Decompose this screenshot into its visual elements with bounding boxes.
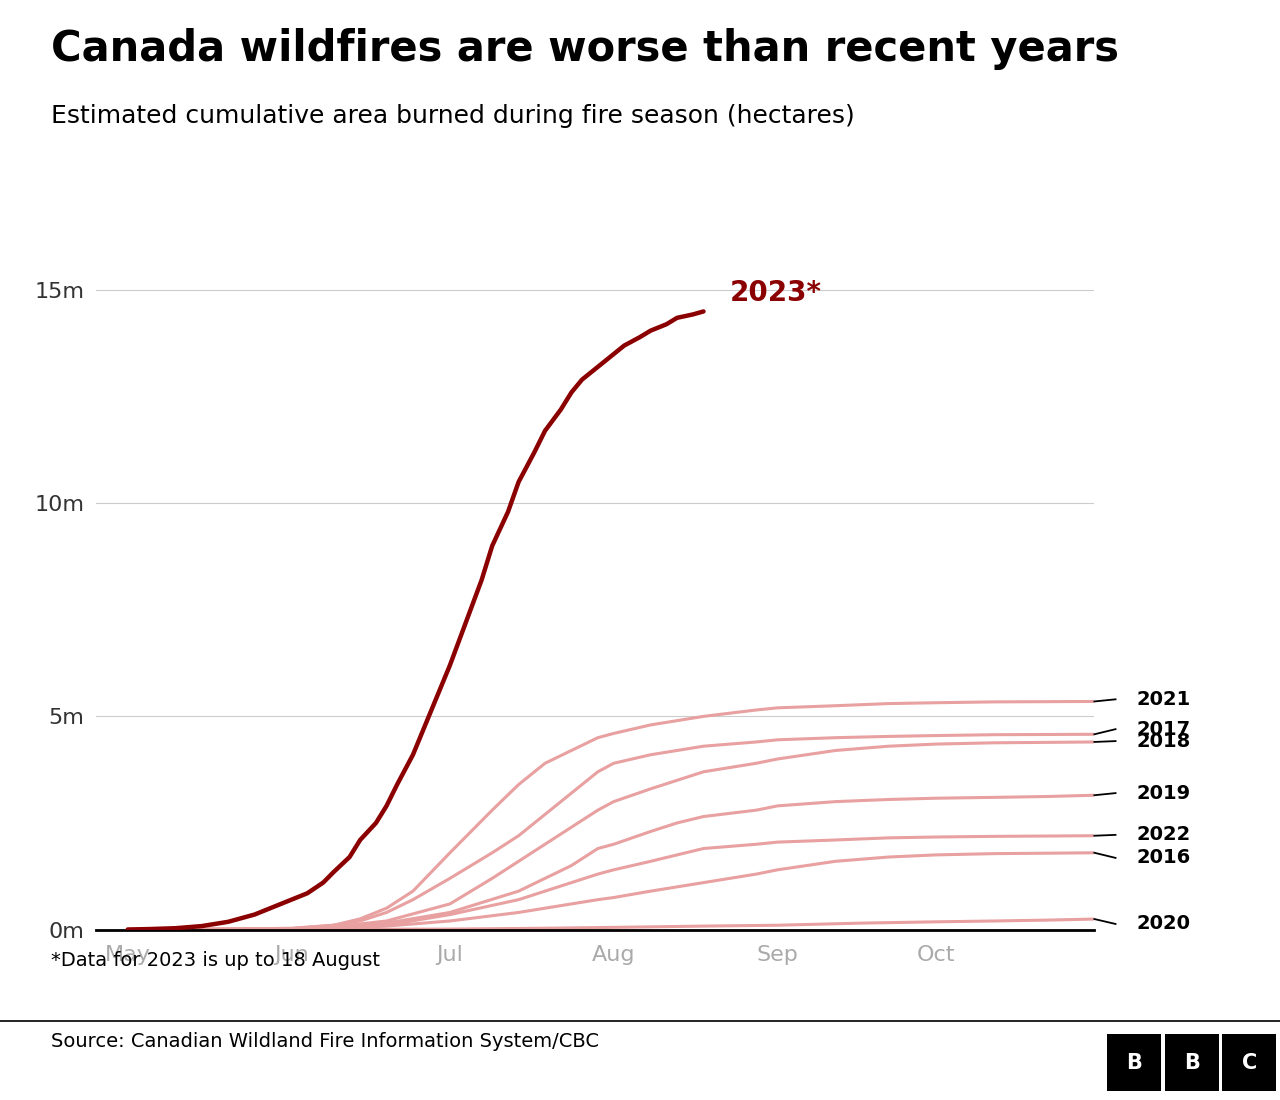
Text: 2016: 2016 <box>1137 848 1190 868</box>
Text: *Data for 2023 is up to 18 August: *Data for 2023 is up to 18 August <box>51 952 380 970</box>
Text: Source: Canadian Wildland Fire Information System/CBC: Source: Canadian Wildland Fire Informati… <box>51 1032 599 1050</box>
Text: B: B <box>1126 1053 1142 1072</box>
Text: Canada wildfires are worse than recent years: Canada wildfires are worse than recent y… <box>51 28 1119 69</box>
Text: 2018: 2018 <box>1137 732 1190 750</box>
Text: 2021: 2021 <box>1137 690 1190 708</box>
Text: 2023*: 2023* <box>730 279 822 307</box>
Text: Estimated cumulative area burned during fire season (hectares): Estimated cumulative area burned during … <box>51 104 855 129</box>
Text: 2019: 2019 <box>1137 783 1190 803</box>
Text: B: B <box>1184 1053 1199 1072</box>
Text: 2017: 2017 <box>1137 719 1190 739</box>
Text: 2020: 2020 <box>1137 914 1190 934</box>
Text: 2022: 2022 <box>1137 825 1190 845</box>
Text: C: C <box>1242 1053 1257 1072</box>
